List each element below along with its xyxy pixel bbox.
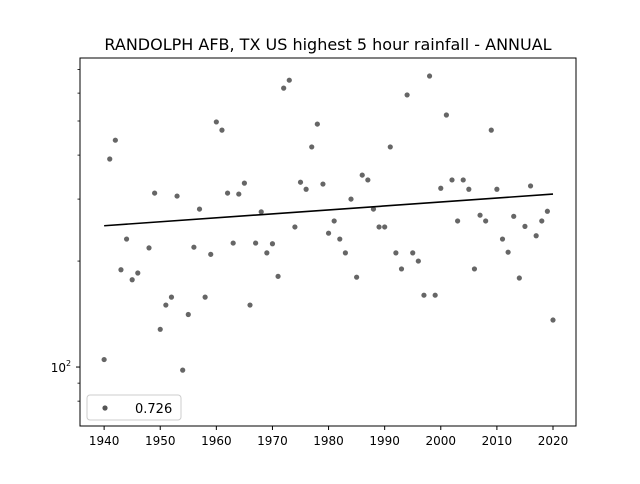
data-point <box>404 92 410 98</box>
legend-marker <box>102 405 108 411</box>
data-point <box>533 233 539 239</box>
data-point <box>494 186 500 192</box>
data-point <box>152 190 158 196</box>
y-tick-label: 10 <box>51 361 66 375</box>
y-tick-exponent: 2 <box>66 359 71 368</box>
data-point <box>410 250 416 256</box>
data-point <box>415 258 421 264</box>
data-point <box>550 317 556 323</box>
data-point <box>230 240 236 246</box>
data-point <box>398 266 405 272</box>
data-point <box>174 193 180 199</box>
data-point <box>449 177 455 183</box>
data-point <box>292 224 298 230</box>
data-point <box>208 251 214 257</box>
data-point <box>522 223 528 229</box>
legend-box <box>86 394 182 421</box>
data-point <box>354 274 360 280</box>
data-point <box>455 218 461 224</box>
data-point <box>348 196 354 202</box>
data-point <box>314 121 320 127</box>
data-point <box>376 224 382 230</box>
data-point <box>180 367 186 373</box>
data-point <box>219 127 225 133</box>
data-point <box>438 185 444 191</box>
data-point <box>118 267 124 273</box>
data-point <box>387 144 393 150</box>
data-point <box>112 137 118 143</box>
legend: 0.726 <box>86 394 182 421</box>
data-point <box>196 206 203 212</box>
x-tick-label: 2020 <box>538 434 569 448</box>
data-point <box>432 292 438 298</box>
data-point <box>488 127 494 133</box>
data-point <box>129 277 135 283</box>
data-point <box>107 156 113 162</box>
data-point <box>275 273 281 279</box>
data-point <box>146 245 152 251</box>
axes-frame <box>79 57 577 427</box>
data-point <box>337 236 343 242</box>
data-point <box>359 172 365 178</box>
data-point <box>241 180 247 186</box>
x-tick-label: 2010 <box>482 434 513 448</box>
data-point <box>281 85 287 91</box>
data-point <box>135 270 141 276</box>
data-point <box>297 179 304 185</box>
data-point <box>370 206 377 212</box>
data-point <box>168 294 175 300</box>
x-tick-label: 1990 <box>369 434 400 448</box>
data-point <box>516 275 522 281</box>
data-point <box>320 181 326 187</box>
data-point <box>511 213 517 219</box>
data-point <box>393 250 399 256</box>
data-point <box>101 356 107 363</box>
x-tick-label: 1960 <box>201 434 232 448</box>
data-point <box>499 236 506 242</box>
data-point <box>123 236 130 242</box>
data-point <box>466 186 472 192</box>
data-point <box>539 218 545 224</box>
x-tick-label: 1950 <box>145 434 176 448</box>
data-point <box>157 326 163 332</box>
legend-label: 0.726 <box>135 402 172 417</box>
data-point <box>460 177 466 183</box>
data-point <box>342 250 348 256</box>
data-point <box>224 190 231 196</box>
data-point <box>309 144 315 150</box>
data-point <box>247 302 253 308</box>
data-point <box>365 177 371 183</box>
data-point <box>269 241 276 247</box>
x-tick-label: 2000 <box>426 434 457 448</box>
data-point <box>253 240 259 246</box>
data-point <box>382 224 388 230</box>
data-point <box>421 292 427 298</box>
data-point <box>527 183 534 189</box>
data-point <box>483 218 489 224</box>
data-point <box>544 208 550 214</box>
chart-title: RANDOLPH AFB, TX US highest 5 hour rainf… <box>104 35 551 54</box>
data-point <box>213 119 219 125</box>
data-point <box>331 218 337 224</box>
trend-line <box>104 193 554 227</box>
data-point <box>264 250 270 256</box>
data-point <box>325 230 332 236</box>
data-point <box>286 77 292 83</box>
x-tick-label: 1980 <box>313 434 344 448</box>
data-point <box>303 186 309 192</box>
x-tick-label: 1970 <box>257 434 288 448</box>
data-point <box>477 212 483 218</box>
data-point <box>191 244 197 250</box>
data-point <box>505 249 511 255</box>
data-point <box>185 311 191 318</box>
data-point <box>202 294 208 300</box>
data-point <box>258 209 264 215</box>
data-point <box>426 73 433 79</box>
data-point <box>163 302 169 308</box>
data-point <box>236 191 242 197</box>
x-tick-label: 1940 <box>89 434 120 448</box>
data-point <box>471 266 478 272</box>
data-point <box>443 112 449 118</box>
